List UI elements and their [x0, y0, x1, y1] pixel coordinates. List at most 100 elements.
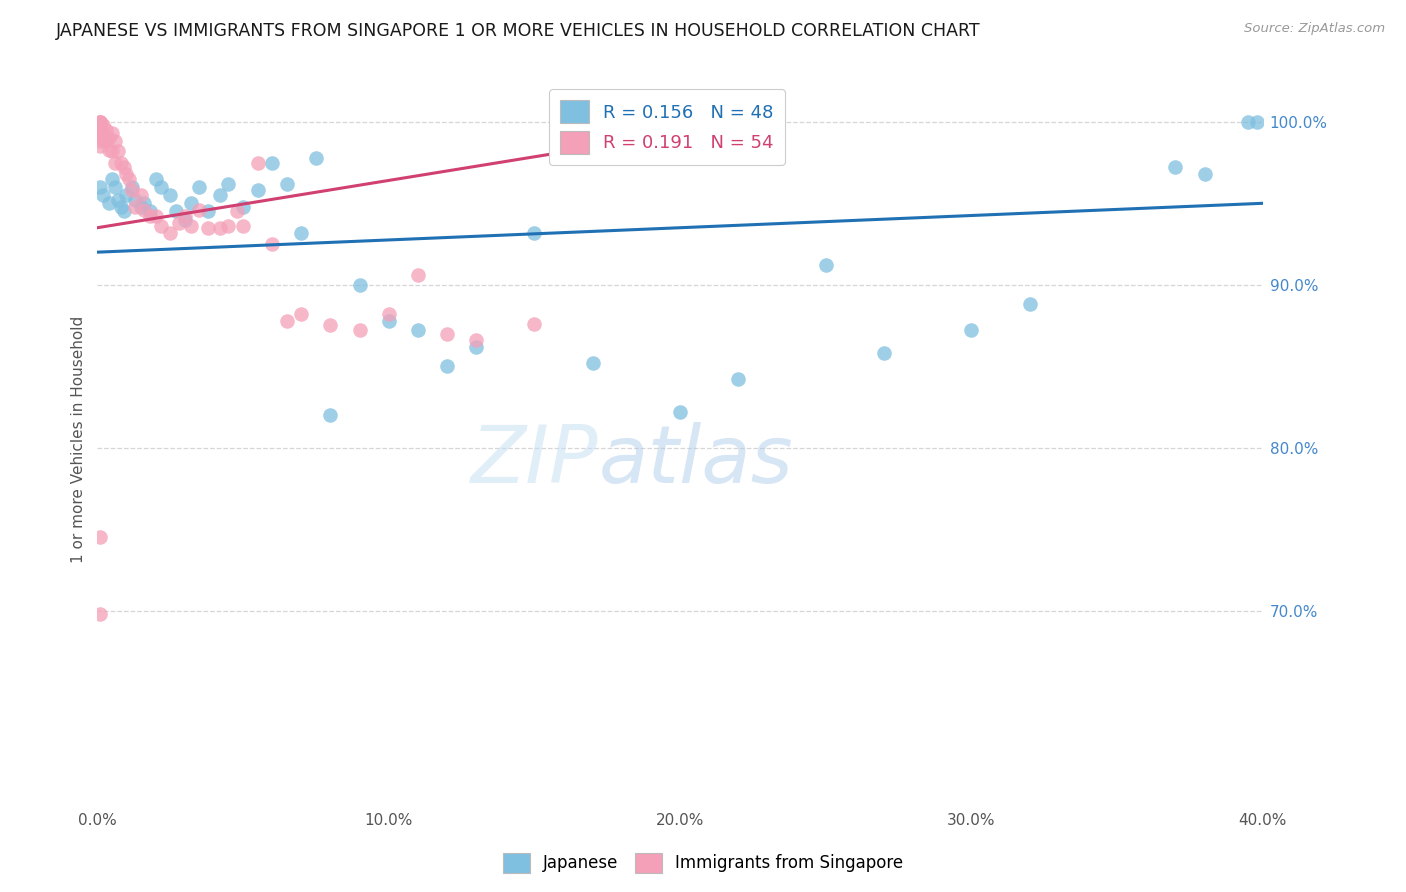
Text: atlas: atlas [599, 423, 793, 500]
Point [145, 210, 167, 224]
Point [89, 115, 111, 129]
Point [89, 131, 111, 145]
Y-axis label: 1 or more Vehicles in Household: 1 or more Vehicles in Household [72, 316, 86, 563]
Point [319, 408, 342, 422]
Point [208, 220, 231, 235]
Point [129, 188, 152, 202]
Point [129, 200, 152, 214]
Point [101, 126, 124, 140]
Point [110, 155, 132, 169]
Point [523, 317, 546, 331]
Point [124, 200, 146, 214]
Point [465, 333, 488, 347]
Point [89, 139, 111, 153]
Legend: Japanese, Immigrants from Singapore: Japanese, Immigrants from Singapore [496, 847, 910, 880]
Point [232, 200, 254, 214]
Point [98, 131, 121, 145]
Point [132, 196, 155, 211]
Point [349, 277, 371, 292]
Point [150, 219, 173, 233]
Point [165, 204, 187, 219]
Text: ZIP: ZIP [471, 423, 599, 500]
Point [814, 258, 837, 272]
Point [465, 340, 488, 354]
Legend: R = 0.156   N = 48, R = 0.191   N = 54: R = 0.156 N = 48, R = 0.191 N = 54 [550, 89, 785, 165]
Point [107, 193, 129, 207]
Point [217, 219, 239, 233]
Point [150, 180, 173, 194]
Point [107, 144, 129, 158]
Point [124, 193, 146, 207]
Point [873, 346, 896, 360]
Point [115, 188, 138, 202]
Point [197, 220, 219, 235]
Point [145, 172, 167, 186]
Point [523, 226, 546, 240]
Point [290, 226, 312, 240]
Point [98, 143, 121, 157]
Point [101, 172, 124, 186]
Point [669, 405, 692, 419]
Point [159, 226, 181, 240]
Point [246, 155, 269, 169]
Point [89, 135, 111, 149]
Point [115, 167, 138, 181]
Point [1018, 297, 1040, 311]
Point [180, 196, 202, 211]
Point [98, 196, 121, 211]
Point [319, 318, 342, 333]
Point [960, 323, 983, 337]
Point [377, 307, 399, 321]
Text: Source: ZipAtlas.com: Source: ZipAtlas.com [1244, 22, 1385, 36]
Point [118, 172, 141, 186]
Point [89, 530, 111, 544]
Point [290, 307, 312, 321]
Point [89, 123, 111, 137]
Point [104, 155, 127, 169]
Point [89, 115, 111, 129]
Point [89, 118, 111, 132]
Point [276, 177, 298, 191]
Point [1246, 115, 1268, 129]
Point [139, 210, 162, 224]
Point [121, 180, 143, 194]
Point [91, 188, 114, 202]
Point [101, 144, 124, 158]
Point [132, 202, 155, 217]
Point [436, 359, 458, 374]
Point [112, 204, 135, 219]
Point [167, 216, 190, 230]
Point [89, 180, 111, 194]
Point [208, 188, 231, 202]
Point [89, 115, 111, 129]
Point [582, 356, 605, 370]
Point [94, 135, 117, 149]
Point [180, 219, 202, 233]
Point [276, 313, 298, 327]
Point [104, 135, 127, 149]
Point [159, 188, 181, 202]
Point [246, 183, 269, 197]
Point [406, 323, 429, 337]
Point [197, 204, 219, 219]
Point [1194, 167, 1216, 181]
Point [94, 123, 117, 137]
Point [89, 607, 111, 621]
Point [436, 326, 458, 341]
Point [188, 202, 211, 217]
Point [727, 372, 749, 386]
Point [89, 126, 111, 140]
Point [217, 177, 239, 191]
Point [91, 128, 114, 142]
Point [110, 200, 132, 214]
Point [349, 323, 371, 337]
Point [173, 212, 195, 227]
Point [104, 180, 127, 194]
Point [406, 268, 429, 282]
Point [139, 204, 162, 219]
Point [121, 183, 143, 197]
Point [91, 118, 114, 132]
Point [188, 180, 211, 194]
Point [262, 237, 284, 252]
Point [112, 161, 135, 175]
